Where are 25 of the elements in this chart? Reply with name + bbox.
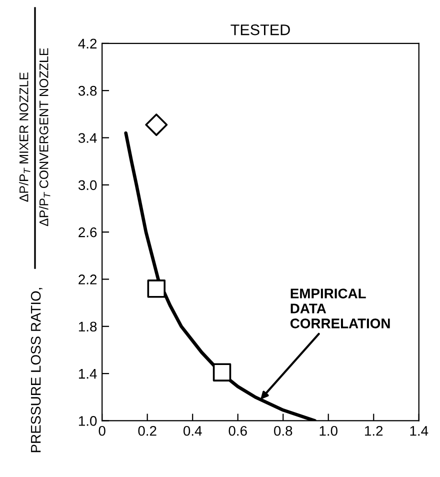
point: [145, 114, 168, 136]
y-tick-label: 4.2: [78, 38, 97, 48]
y-tick-label: 1.0: [78, 416, 97, 426]
text: ΔP/P$_{T}$ MIXER NOZZLE: [19, 72, 30, 202]
x-tick-label: 1.0: [320, 426, 338, 436]
annotation: EMPIRICAL DATA CORRELATION: [290, 288, 390, 328]
x-tick-label: 0.2: [138, 426, 156, 436]
point: [147, 280, 166, 298]
y-tick-label: 3.4: [78, 133, 97, 143]
y-tick-label: 3.0: [78, 180, 97, 190]
y-tick-label: 2.2: [78, 274, 97, 284]
x-tick-label: 1.2: [365, 426, 383, 436]
x-tick-label: 0.4: [183, 426, 202, 436]
chart-title: TESTED: [230, 24, 290, 36]
y-tick-label: 1.4: [78, 369, 97, 379]
point: [212, 363, 232, 382]
text: ΔP/P$_{T}$ CONVERGENT NOZZLE: [39, 48, 50, 226]
y-axis-title: PRESSURE LOSS RATIO,: [30, 288, 42, 452]
y-tick-label: 2.6: [78, 227, 97, 238]
x-tick-label: 0.6: [228, 426, 247, 436]
y-tick-label: 1.8: [78, 322, 97, 332]
y-tick-label: 3.8: [78, 86, 97, 96]
x-tick-label: 1.4: [410, 426, 428, 436]
x-tick-label: 0.8: [274, 426, 292, 436]
x-tick-label: 0: [98, 426, 106, 436]
